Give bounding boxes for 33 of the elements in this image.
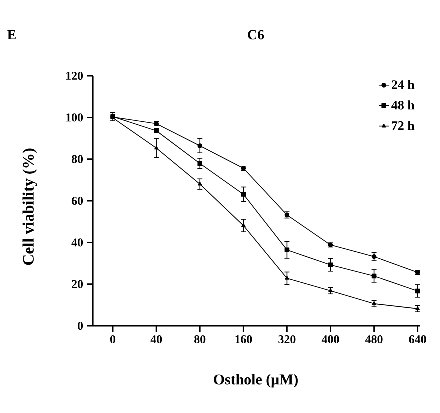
point [198,182,202,186]
y-tick-label: 40 [72,238,84,247]
text: E [8,30,16,40]
legend-label: 48 h [392,100,415,110]
point [285,276,290,280]
y-tick-label: 80 [72,155,84,164]
y-tick-label: 60 [72,196,84,206]
point [284,248,290,253]
point [372,274,377,279]
point [415,288,420,294]
point [241,192,246,197]
y-tick-label: 20 [72,280,84,288]
x-tick-label: 480 [365,335,383,344]
chart-title: C6 [248,30,264,40]
x-tick-label: 0 [110,335,116,344]
x-tick-label: 160 [236,335,252,344]
x-axis-title: Osthole (μM) [214,374,298,388]
x-tick-label: 80 [194,335,206,344]
point [198,144,203,148]
legend-label: 24 h [392,80,415,90]
point [328,262,334,268]
legend-label: 72 h [392,121,415,130]
point [154,146,159,150]
y-axis-title: Cell viability (%) [22,148,38,266]
y-tick-label: 120 [66,72,84,80]
point [198,161,203,166]
y-tick-label: 100 [66,114,84,122]
y-tick-label: 0 [78,322,84,330]
x-tick-label: 40 [150,335,162,344]
x-tick-label: 400 [322,335,340,344]
x-tick-label: 640 [409,335,426,344]
point [242,223,246,228]
x-tick-label: 320 [278,335,296,344]
